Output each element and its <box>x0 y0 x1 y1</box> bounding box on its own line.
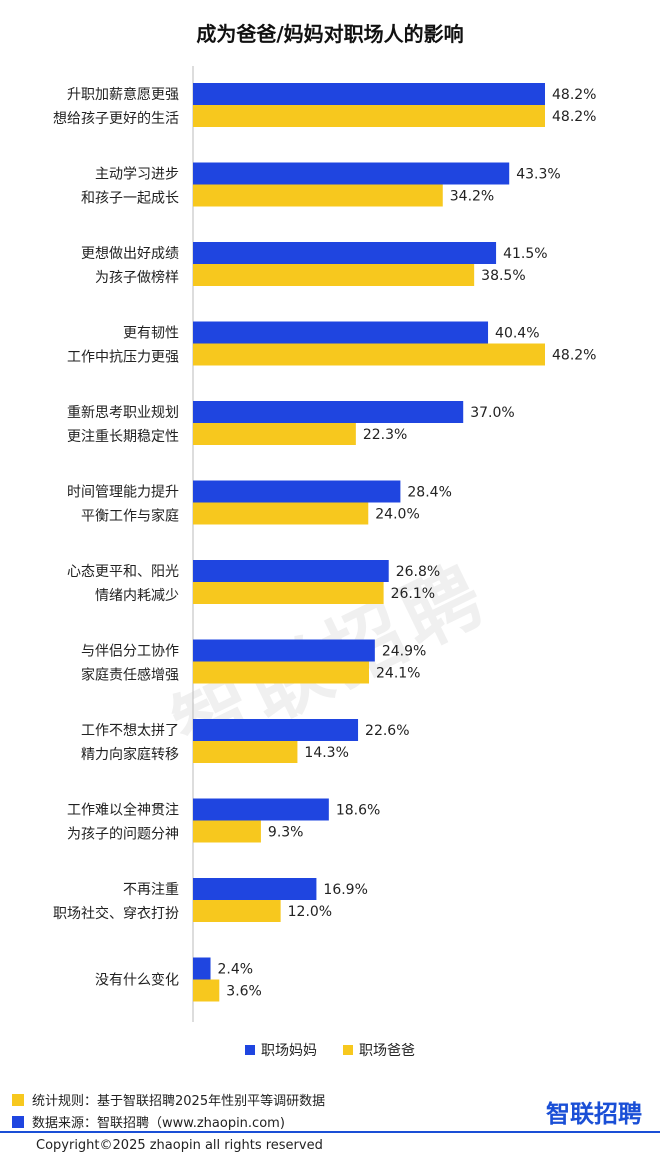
category-label-9-1: 为孩子的问题分神 <box>67 827 179 843</box>
bar-mothers-8 <box>193 719 359 741</box>
category-label-1-0: 主动学习进步 <box>95 167 179 183</box>
category-label-4-0: 重新思考职业规划 <box>67 405 179 421</box>
bar-fathers-8 <box>193 741 298 763</box>
footer-divider <box>0 1131 660 1133</box>
bar-mothers-9 <box>193 798 329 821</box>
stat-rule-text: 统计规则：基于智联招聘2025年性别平等调研数据 <box>32 1094 326 1109</box>
category-label-7-1: 家庭责任感增强 <box>81 667 179 684</box>
category-label-8-1: 精力向家庭转移 <box>81 746 179 763</box>
data-source-text: 数据来源：智联招聘（www.zhaopin.com) <box>32 1116 285 1131</box>
bar-fathers-1 <box>193 184 443 207</box>
data-label-mothers-11: 2.4% <box>218 962 254 978</box>
legend: 职场妈妈 职场爸爸 <box>0 1040 660 1060</box>
category-label-3-1: 工作中抗压力更强 <box>67 350 179 366</box>
bar-fathers-2 <box>193 264 475 286</box>
copyright: Copyright©2025 zhaopin all rights reserv… <box>36 1138 323 1153</box>
bar-mothers-10 <box>193 878 317 900</box>
category-label-3-0: 更有韧性 <box>123 326 179 342</box>
bar-mothers-5 <box>193 480 401 503</box>
chart-title: 成为爸爸/妈妈对职场人的影响 <box>196 22 464 46</box>
category-label-11-0: 没有什么变化 <box>95 973 179 989</box>
category-label-10-0: 不再注重 <box>123 882 179 898</box>
data-source-note: 数据来源：智联招聘（www.zhaopin.com) <box>12 1112 285 1131</box>
bar-fathers-7 <box>193 661 369 684</box>
data-label-fathers-7: 24.1% <box>376 666 420 682</box>
data-label-fathers-4: 22.3% <box>363 427 407 443</box>
data-label-mothers-10: 16.9% <box>323 882 367 898</box>
bar-mothers-3 <box>193 321 489 344</box>
category-label-2-0: 更想做出好成绩 <box>81 246 179 262</box>
legend-label-mothers: 职场妈妈 <box>261 1043 317 1059</box>
bar-mothers-1 <box>193 162 510 185</box>
data-label-fathers-3: 48.2% <box>552 348 596 364</box>
bar-fathers-10 <box>193 900 281 922</box>
data-label-fathers-8: 14.3% <box>304 745 348 761</box>
data-label-fathers-1: 34.2% <box>450 189 494 205</box>
data-label-mothers-4: 37.0% <box>470 405 514 421</box>
bar-fathers-3 <box>193 343 545 366</box>
bar-mothers-4 <box>193 401 464 423</box>
data-label-fathers-0: 48.2% <box>552 109 596 125</box>
data-label-fathers-5: 24.0% <box>375 507 419 523</box>
bar-fathers-6 <box>193 582 384 604</box>
legend-swatch-fathers <box>343 1045 353 1055</box>
data-label-fathers-6: 26.1% <box>391 586 435 602</box>
category-label-10-1: 职场社交、穿衣打扮 <box>53 905 179 922</box>
data-source-swatch <box>12 1115 24 1128</box>
bar-fathers-0 <box>193 105 545 127</box>
stat-rule-swatch <box>12 1093 24 1106</box>
category-label-5-1: 平衡工作与家庭 <box>81 508 179 525</box>
legend-swatch-mothers <box>245 1045 255 1055</box>
data-label-mothers-3: 40.4% <box>495 326 539 342</box>
data-label-mothers-7: 24.9% <box>382 644 426 660</box>
data-label-fathers-2: 38.5% <box>481 268 525 284</box>
bar-mothers-7 <box>193 639 375 662</box>
data-label-mothers-2: 41.5% <box>503 246 547 262</box>
bar-fathers-5 <box>193 502 369 525</box>
data-label-mothers-1: 43.3% <box>516 167 560 183</box>
bar-fathers-4 <box>193 423 356 445</box>
legend-item-mothers: 职场妈妈 <box>245 1040 317 1060</box>
category-label-6-1: 情绪内耗减少 <box>95 588 179 604</box>
category-label-2-1: 为孩子做榜样 <box>95 269 179 286</box>
category-label-5-0: 时间管理能力提升 <box>67 485 179 501</box>
legend-item-fathers: 职场爸爸 <box>343 1040 415 1060</box>
category-label-8-0: 工作不想太拼了 <box>81 723 179 739</box>
bar-mothers-11 <box>193 957 211 980</box>
data-label-fathers-11: 3.6% <box>226 984 262 1000</box>
data-label-fathers-10: 12.0% <box>288 904 332 920</box>
data-label-fathers-9: 9.3% <box>268 825 304 841</box>
category-label-1-1: 和孩子一起成长 <box>81 191 179 207</box>
category-label-4-1: 更注重长期稳定性 <box>67 429 179 445</box>
category-label-7-0: 与伴侣分工协作 <box>81 644 179 660</box>
category-label-6-0: 心态更平和、阳光 <box>67 564 179 580</box>
legend-label-fathers: 职场爸爸 <box>359 1043 415 1059</box>
data-label-mothers-9: 18.6% <box>336 803 380 819</box>
category-label-0-1: 想给孩子更好的生活 <box>53 111 179 127</box>
stat-rule-note: 统计规则：基于智联招聘2025年性别平等调研数据 <box>12 1090 325 1109</box>
data-label-mothers-0: 48.2% <box>552 87 596 103</box>
brand-logo: 智联招聘 <box>546 1100 642 1128</box>
data-label-mothers-5: 28.4% <box>407 485 451 501</box>
category-label-9-0: 工作难以全神贯注 <box>67 802 179 819</box>
bar-mothers-2 <box>193 242 497 264</box>
bar-fathers-9 <box>193 820 261 843</box>
data-label-mothers-8: 22.6% <box>365 723 409 739</box>
bar-mothers-6 <box>193 560 389 582</box>
bar-fathers-11 <box>193 979 220 1002</box>
category-label-0-0: 升职加薪意愿更强 <box>67 86 179 103</box>
bar-mothers-0 <box>193 83 545 105</box>
data-label-mothers-6: 26.8% <box>396 564 440 580</box>
